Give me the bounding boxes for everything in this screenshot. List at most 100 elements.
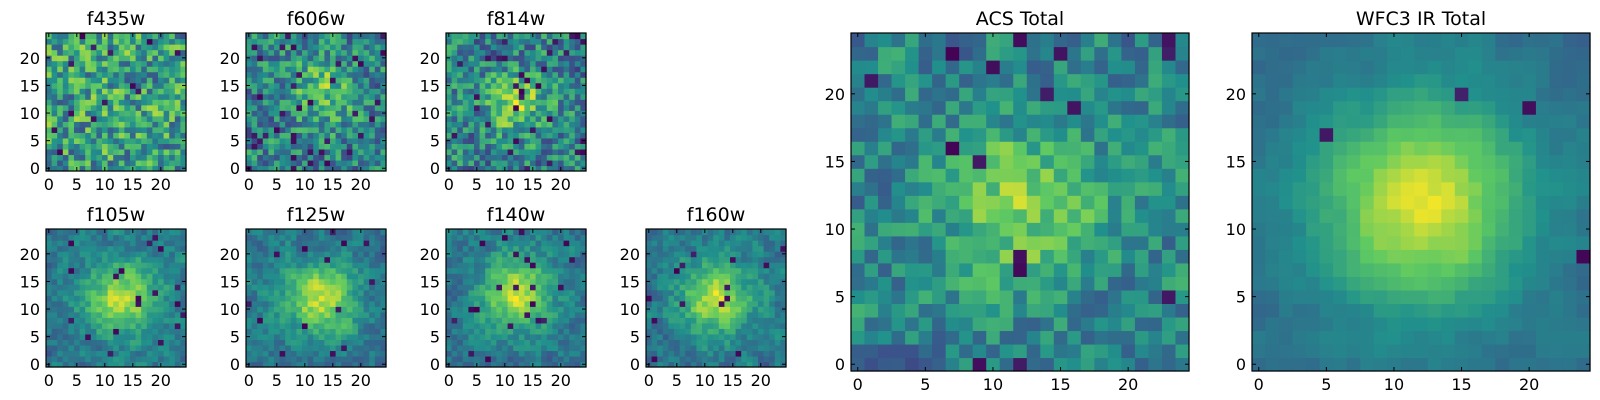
pixel [74,154,81,161]
pixel [558,44,565,51]
pixel [713,311,720,318]
pixel [524,60,531,67]
pixel [496,344,503,352]
pixel [158,66,165,73]
pixel [79,234,86,241]
pixel [462,126,469,133]
pixel [502,44,509,51]
pixel [502,148,509,156]
pixel [369,234,376,241]
pixel [262,245,269,252]
pixel [479,66,486,73]
pixel [290,273,297,280]
pixel [518,44,525,51]
pixel [141,300,148,307]
pixel [90,110,97,117]
pixel [174,245,181,252]
pixel [285,66,292,73]
pixel [457,322,464,329]
pixel [257,273,264,280]
pixel [90,165,97,172]
pixel [574,300,581,307]
pixel [174,355,181,363]
pixel [563,137,570,144]
pixel [468,278,475,285]
pixel [302,82,309,89]
pixel [363,88,370,95]
pixel [468,256,475,263]
pixel [257,245,264,252]
pixel [502,66,509,73]
pixel [174,99,181,106]
pixel [1053,154,1068,169]
pixel [346,165,353,172]
pixel [735,322,742,329]
pixel [1094,235,1109,250]
pixel [163,251,170,258]
pixel [290,148,297,156]
pixel [152,245,159,252]
pixel [346,267,353,274]
pixel [679,322,686,329]
pixel [335,159,342,167]
pixel [251,71,258,78]
pixel [774,311,781,318]
pixel [507,273,514,280]
x-tick-label: 20 [551,371,571,390]
pixel [146,300,153,307]
pixel [279,240,286,247]
pixel [780,240,787,247]
pixel [563,49,570,56]
y-tick-label: 10 [20,104,40,123]
pixel [307,306,314,313]
pixel [152,355,159,363]
pixel [146,333,153,340]
pixel [999,276,1014,291]
y-tick-label: 10 [20,300,40,319]
pixel [174,82,181,89]
pixel [79,104,86,111]
pixel [374,328,381,335]
pixel [363,273,370,280]
pixel [679,311,686,318]
pixel [541,289,548,296]
pixel [341,137,348,144]
pixel [57,137,64,144]
pixel [1053,195,1068,210]
pixel [363,361,370,368]
pixel [268,229,275,236]
pixel [346,328,353,335]
pixel [546,339,553,346]
pixel [268,311,275,318]
pixel [51,256,58,263]
pixel [646,262,653,269]
pixel [180,143,187,150]
pixel [518,251,525,258]
x-tick-label: 0 [444,371,454,390]
pixel [352,159,359,167]
pixel [690,251,697,258]
pixel [374,33,381,40]
pixel [451,82,458,89]
pixel [552,44,559,51]
pixel [169,262,176,269]
pixel [741,361,748,368]
pixel [451,137,458,144]
pixel [959,195,974,210]
pixel [735,311,742,318]
pixel [580,104,587,111]
pixel [685,333,692,340]
pixel [446,143,453,150]
pixel [296,240,303,247]
pixel [662,278,669,285]
pixel [1121,316,1136,332]
pixel [90,132,97,139]
pixel [135,154,142,161]
pixel [341,115,348,122]
pixel [369,317,376,324]
pixel [51,148,58,156]
pixel [374,262,381,269]
pixel [524,115,531,122]
pixel [107,306,114,313]
pixel [657,300,664,307]
